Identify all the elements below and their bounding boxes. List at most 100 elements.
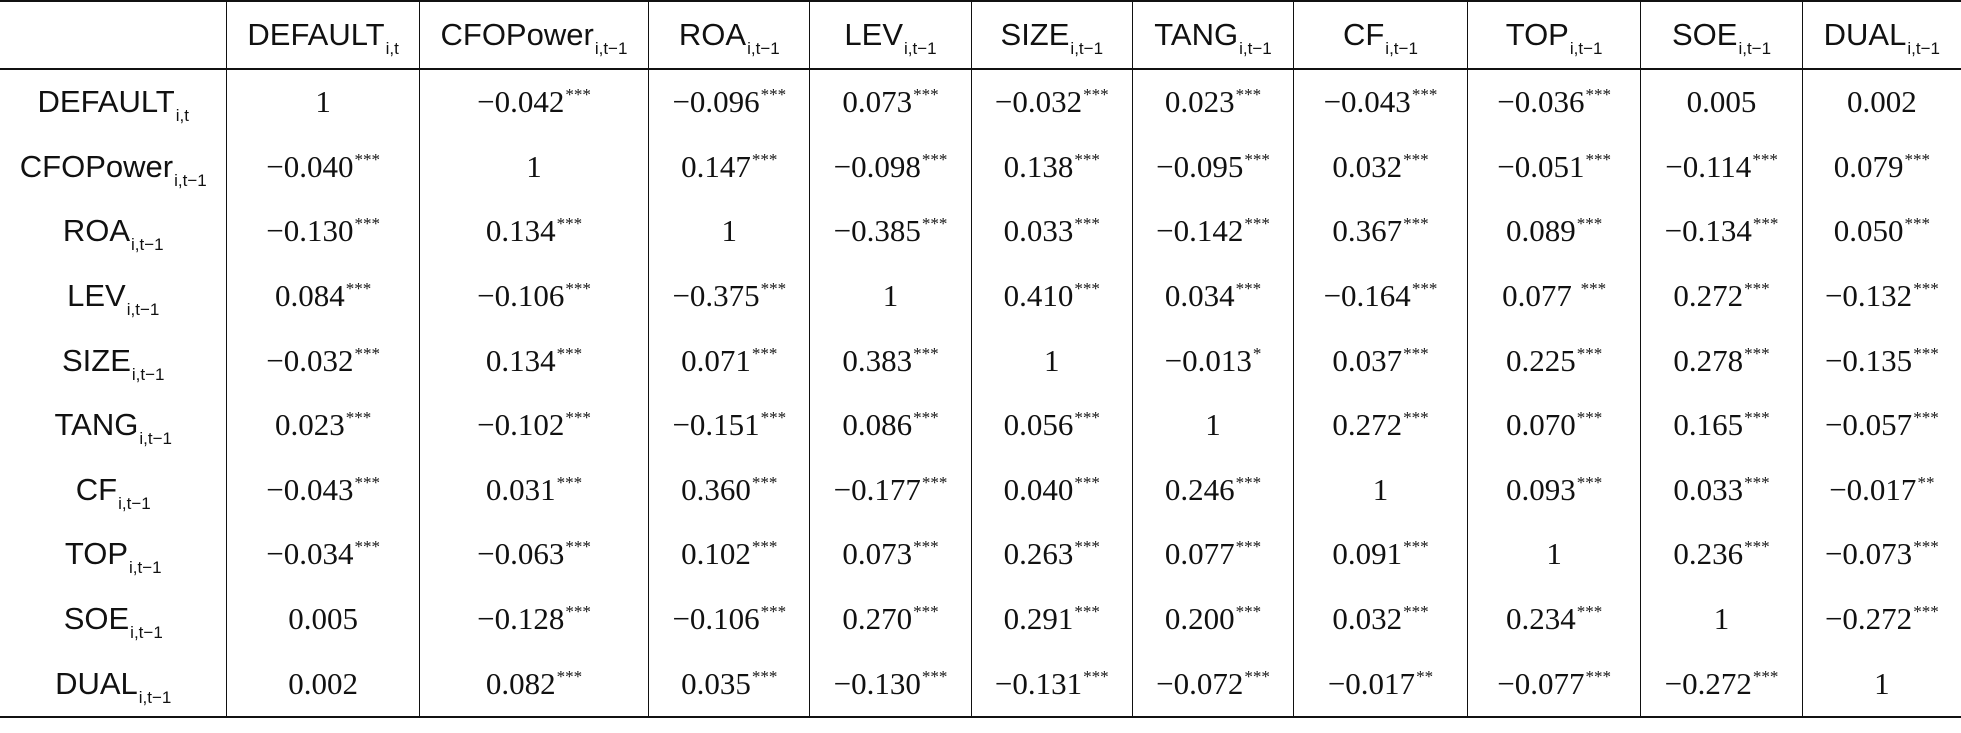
cell-value: 0.134 — [485, 213, 556, 249]
cell-value: 0.225 — [1505, 342, 1576, 378]
row-header-name: DEFAULT — [37, 84, 175, 120]
cell-value: 0.040 — [1003, 471, 1074, 507]
cell-value: 0.002 — [1846, 84, 1917, 120]
cell-value: −0.131 — [994, 665, 1083, 701]
table-cell: 0.070*** — [1466, 392, 1641, 458]
row-header: TANGi,t−1 — [0, 393, 227, 458]
cell-value: −0.151 — [672, 407, 760, 443]
cell-value: 1 — [1713, 601, 1730, 637]
cell-value: 0.086 — [842, 407, 913, 443]
significance-stars: *** — [354, 472, 380, 492]
table-cell: −0.142*** — [1131, 199, 1294, 264]
significance-stars: *** — [1403, 537, 1429, 557]
significance-stars: *** — [1074, 149, 1100, 169]
significance-stars: *** — [1576, 472, 1603, 492]
significance-stars: *** — [921, 666, 948, 686]
significance-stars: *** — [751, 343, 778, 363]
table-cell: −0.128*** — [418, 586, 649, 652]
significance-stars: *** — [1913, 537, 1939, 557]
cell-value: −0.042 — [477, 84, 565, 120]
column-header-subscript: i,t−1 — [1239, 39, 1272, 58]
cell-value: 0.278 — [1673, 342, 1744, 378]
table-cell: −0.073*** — [1801, 522, 1961, 587]
cell-value: 1 — [1044, 342, 1060, 378]
cell-value: 0.034 — [1164, 278, 1235, 314]
table-cell: 0.278*** — [1640, 328, 1803, 393]
cell-value: 0.138 — [1003, 148, 1074, 184]
table-cell: 0.034*** — [1131, 263, 1294, 329]
table-cell: −0.131*** — [970, 651, 1133, 718]
column-header-name: DUAL — [1823, 17, 1907, 52]
table-cell: 0.270*** — [809, 586, 972, 652]
significance-stars: *** — [1083, 666, 1109, 686]
significance-stars: *** — [913, 343, 939, 363]
row-header-name: LEV — [67, 278, 126, 314]
table-body: DEFAULTi,t 1 −0.042*** −0.096*** 0.073*** −0.… — [0, 69, 1961, 718]
cell-value: 0.032 — [1332, 148, 1403, 184]
cell-value: −0.114 — [1665, 148, 1752, 184]
cell-value: −0.040 — [266, 148, 354, 184]
significance-stars: *** — [1074, 279, 1100, 299]
table-cell: −0.032*** — [970, 69, 1133, 135]
table-cell: −0.130*** — [226, 199, 420, 264]
table-cell: −0.375*** — [648, 263, 810, 329]
cell-value: 0.033 — [1673, 471, 1744, 507]
correlation-table: DEFAULTi,t CFOPoweri,t−1 ROAi,t−1 LEVi,t−1 S… — [0, 0, 1961, 718]
cell-value: −0.128 — [477, 601, 565, 637]
row-header-name: CFOPower — [19, 148, 174, 184]
significance-stars: *** — [1585, 85, 1611, 105]
corner-cell — [0, 0, 227, 70]
row-header-name: CF — [75, 471, 118, 507]
cell-value: 0.023 — [274, 407, 345, 443]
cell-value: −0.102 — [477, 407, 565, 443]
cell-value: −0.032 — [994, 84, 1083, 120]
cell-value: 0.079 — [1833, 148, 1904, 184]
row-header-subscript: i,t — [175, 106, 189, 126]
column-header-name: SIZE — [1000, 17, 1070, 52]
column-header-name: ROA — [678, 17, 747, 52]
cell-value: −0.051 — [1497, 148, 1585, 184]
significance-stars: *** — [354, 537, 380, 557]
column-header: DUALi,t−1 — [1801, 0, 1961, 70]
significance-stars: *** — [1083, 85, 1109, 105]
cell-value: 0.272 — [1332, 407, 1403, 443]
significance-stars: *** — [556, 472, 583, 492]
table-cell: 1 — [970, 328, 1133, 393]
cell-value: −0.043 — [266, 471, 354, 507]
table-cell: −0.095*** — [1131, 134, 1294, 200]
cell-value: 1 — [315, 84, 331, 120]
cell-value: −0.130 — [833, 665, 921, 701]
significance-stars: *** — [921, 149, 948, 169]
table-cell: −0.057*** — [1801, 392, 1961, 458]
table-cell: −0.164*** — [1293, 263, 1468, 329]
cell-value: 0.023 — [1164, 84, 1235, 120]
row-header-subscript: i,t−1 — [129, 558, 162, 578]
cell-value: 0.082 — [485, 665, 556, 701]
row-header: SIZEi,t−1 — [0, 328, 227, 393]
cell-value: 0.165 — [1673, 407, 1744, 443]
cell-value: −0.036 — [1497, 84, 1585, 120]
table-row: DEFAULTi,t 1 −0.042*** −0.096*** 0.073*** −0.… — [0, 69, 1961, 135]
table-cell: 0.086*** — [809, 392, 972, 458]
significance-stars: *** — [1913, 408, 1939, 428]
cell-value: 0.263 — [1003, 536, 1074, 572]
table-cell: 0.134*** — [418, 199, 649, 264]
cell-value: −0.063 — [477, 536, 565, 572]
table-cell: 0.134*** — [418, 328, 649, 393]
table-cell: 0.272*** — [1293, 392, 1468, 458]
cell-value: −0.098 — [833, 148, 921, 184]
row-header-subscript: i,t−1 — [138, 687, 172, 707]
significance-stars: *** — [1744, 343, 1770, 363]
significance-stars: *** — [1074, 408, 1100, 428]
cell-value: 0.084 — [274, 278, 345, 314]
table-cell: 0.023*** — [1131, 69, 1294, 135]
cell-value: −0.096 — [672, 84, 760, 120]
column-header-subscript: i,t−1 — [1070, 39, 1104, 58]
cell-value: 0.410 — [1003, 278, 1074, 314]
table-cell: −0.098*** — [809, 134, 972, 200]
significance-stars: *** — [565, 85, 591, 105]
column-header: SIZEi,t−1 — [970, 0, 1133, 70]
significance-stars: *** — [354, 343, 380, 363]
table-cell: −0.051*** — [1466, 134, 1641, 200]
header-row: DEFAULTi,t CFOPoweri,t−1 ROAi,t−1 LEVi,t−1 S… — [0, 0, 1961, 70]
